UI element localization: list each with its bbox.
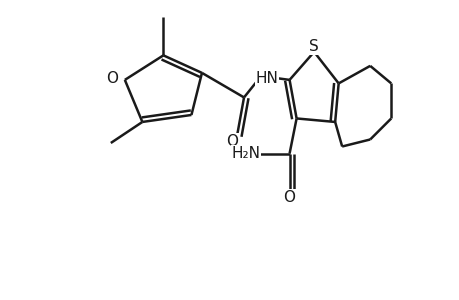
Text: O: O — [106, 70, 118, 86]
Text: O: O — [225, 134, 237, 149]
Text: O: O — [283, 190, 295, 205]
Text: H₂N: H₂N — [231, 146, 260, 161]
Text: HN: HN — [255, 70, 278, 86]
Text: S: S — [308, 39, 318, 54]
